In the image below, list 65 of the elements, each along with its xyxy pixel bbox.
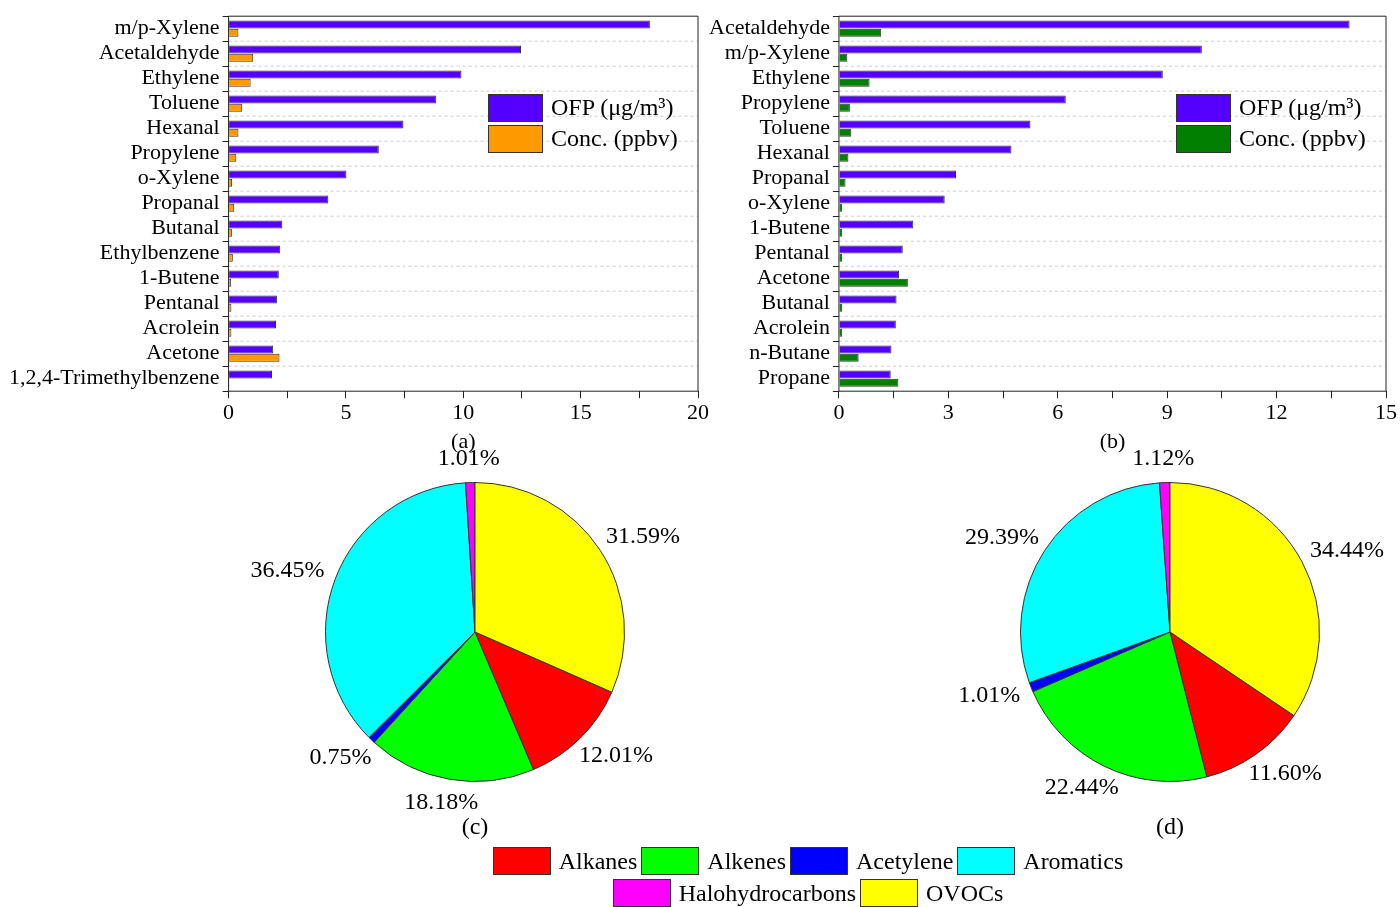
y-tick-label: Hexanal [146,114,220,140]
y-tick-label: Propanal [141,189,220,215]
x-tick-label: 12 [1265,399,1288,425]
data-label: 29.39% [964,522,1039,549]
x-tick-label: 5 [340,399,352,425]
y-tick-label: o-Xylene [137,164,220,190]
legend-label: Conc. (ppbv) [1239,125,1366,152]
y-tick-label: Ethylene [141,64,220,90]
data-label: 22.44% [1044,773,1119,800]
legend-label: Conc. (ppbv) [551,125,678,152]
data-label: 11.60% [1248,759,1322,786]
y-tick-label: Ethylbenzene [99,239,220,265]
y-tick-label: Propylene [740,89,830,115]
y-tick-label: Acetaldehyde [98,39,220,65]
x-axis-title: (b) [1099,427,1126,453]
y-tick-label: 1-Butene [749,214,830,240]
y-tick-label: Propanal [751,164,830,190]
y-tick-label: Propylene [130,139,220,165]
y-tick-label: Pentanal [754,239,830,265]
y-tick-label: m/p-Xylene [114,14,220,40]
y-tick-label: o-Xylene [748,189,830,215]
data-label: 12.01% [578,740,653,767]
y-tick-label: m/p-Xylene [724,39,830,65]
data-label: 0.75% [309,742,372,769]
y-tick-label: Acetone [146,339,220,365]
x-tick-label: 15 [569,399,592,425]
y-tick-label: n-Butane [749,339,830,365]
y-tick-label: Pentanal [143,289,220,315]
x-tick-label: 20 [687,399,709,425]
y-tick-label: Butanal [151,214,220,240]
legend-label: Aromatics [1023,847,1124,876]
text: (d) [1155,813,1185,840]
y-tick-label: Acetaldehyde [709,14,830,40]
y-tick-label: Acrolein [142,314,220,340]
legend-label: Alkenes [707,847,787,876]
data-label: 1.12% [1132,443,1195,470]
x-tick-label: 15 [1375,399,1397,425]
x-tick-label: 6 [1052,399,1064,425]
y-tick-label: Acrolein [752,314,830,340]
y-tick-label: Toluene [759,114,830,140]
data-label: 36.45% [250,555,325,582]
legend-label: OFP (μg/m³) [1239,94,1362,121]
data-label: 31.59% [605,522,680,549]
data-label: 34.44% [1310,535,1385,562]
y-tick-label: Propane [757,364,830,390]
y-tick-label: Ethylene [751,64,830,90]
x-tick-label: 3 [942,399,954,425]
y-tick-label: 1,2,4-Trimethylbenzene [9,364,220,390]
legend-label: Halohydrocarbons [678,879,856,907]
legend-label: Alkanes [558,847,638,876]
x-tick-label: 10 [452,399,475,425]
legend-label: OVOCs [925,879,1004,907]
text: (c) [460,813,490,840]
y-tick-label: 1-Butene [138,264,220,290]
legend-label: Acetylene [856,847,954,876]
x-tick-label: 9 [1161,399,1173,425]
y-tick-label: Hexanal [756,139,830,165]
data-label: 1.01% [958,681,1021,708]
x-tick-label: 0 [223,399,235,425]
y-tick-label: Butanal [761,289,830,315]
x-tick-label: 0 [833,399,845,425]
y-tick-label: Toluene [149,89,220,115]
y-tick-label: Acetone [756,264,830,290]
data-label: 18.18% [404,788,479,815]
legend-label: OFP (μg/m³) [551,94,674,121]
